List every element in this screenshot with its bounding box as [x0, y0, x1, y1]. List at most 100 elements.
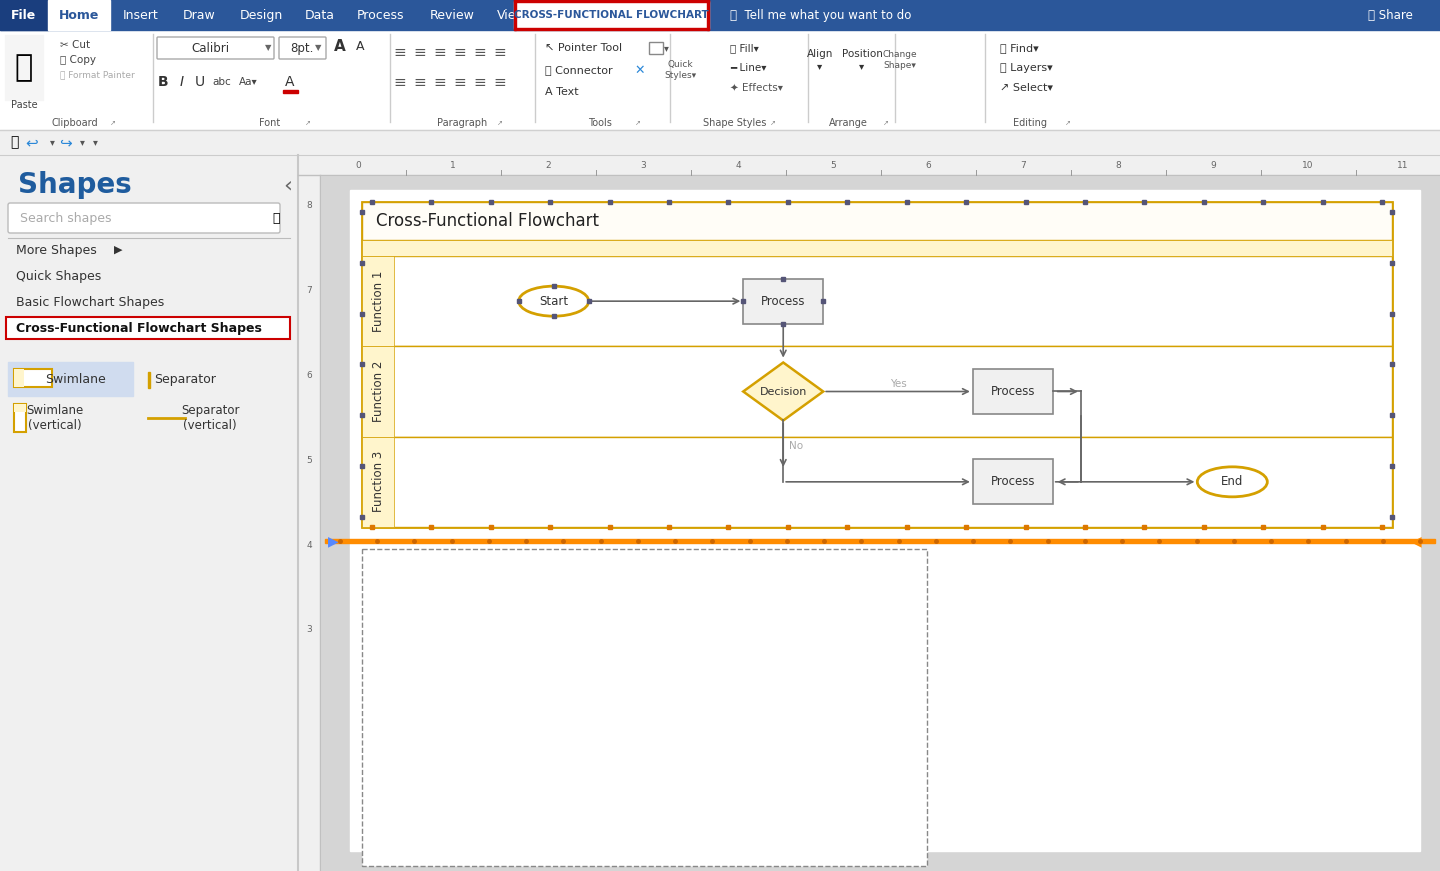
Text: 🔍 Find▾: 🔍 Find▾ — [999, 43, 1038, 53]
Bar — [361, 256, 395, 347]
Text: 🟨 Fill▾: 🟨 Fill▾ — [730, 43, 759, 53]
Text: 5: 5 — [307, 456, 312, 464]
Text: Align
▾: Align ▾ — [806, 49, 834, 71]
Text: 7: 7 — [1020, 160, 1025, 170]
Bar — [514, 28, 708, 30]
Text: Quick
Styles▾: Quick Styles▾ — [664, 60, 696, 80]
Text: 3: 3 — [307, 625, 312, 634]
Text: Design: Design — [239, 9, 282, 22]
Text: Function 3: Function 3 — [372, 451, 384, 512]
Text: Search shapes: Search shapes — [20, 212, 111, 225]
Text: 6: 6 — [307, 370, 312, 380]
Text: Data: Data — [305, 9, 336, 22]
Text: Change
Shape▾: Change Shape▾ — [883, 51, 917, 70]
Bar — [325, 539, 1436, 543]
Text: 0: 0 — [356, 160, 361, 170]
Text: Clipboard: Clipboard — [52, 118, 98, 128]
Bar — [973, 459, 1053, 504]
Text: ≡: ≡ — [413, 75, 426, 90]
Bar — [0, 0, 48, 30]
Text: ✕: ✕ — [635, 64, 645, 77]
Text: Arrange: Arrange — [828, 118, 867, 128]
Text: ◀: ◀ — [1411, 534, 1423, 548]
Text: Swimlane: Swimlane — [45, 373, 105, 386]
Text: Insert: Insert — [124, 9, 158, 22]
Text: Paste: Paste — [10, 100, 37, 110]
Text: ≡: ≡ — [433, 75, 446, 90]
Text: Separator: Separator — [154, 373, 216, 386]
Text: 2: 2 — [546, 160, 552, 170]
Text: ▾: ▾ — [49, 138, 55, 147]
Bar — [514, 1, 708, 29]
Text: 📋: 📋 — [14, 53, 33, 83]
Text: ↗: ↗ — [305, 120, 311, 126]
Text: ▼: ▼ — [315, 44, 321, 52]
Bar — [649, 42, 662, 54]
Text: Cross-Functional Flowchart Shapes: Cross-Functional Flowchart Shapes — [16, 321, 262, 334]
Text: ≡: ≡ — [393, 75, 406, 90]
Text: 4: 4 — [307, 541, 312, 550]
Text: 💡  Tell me what you want to do: 💡 Tell me what you want to do — [730, 9, 912, 22]
Text: Shapes: Shapes — [17, 171, 131, 199]
Text: Aa▾: Aa▾ — [239, 77, 258, 87]
Text: 11: 11 — [1397, 160, 1408, 170]
Bar — [973, 369, 1053, 414]
Ellipse shape — [1197, 467, 1267, 496]
FancyBboxPatch shape — [9, 203, 279, 233]
Text: ≡: ≡ — [393, 44, 406, 59]
Text: Cross-Functional Flowchart: Cross-Functional Flowchart — [376, 212, 599, 230]
Text: More Shapes: More Shapes — [16, 244, 96, 256]
Text: End: End — [1221, 476, 1244, 489]
Text: B: B — [158, 75, 168, 89]
Bar — [14, 369, 52, 387]
Text: ↗: ↗ — [1066, 120, 1071, 126]
Text: Draw: Draw — [183, 9, 216, 22]
Bar — [9, 362, 132, 396]
Bar — [14, 404, 26, 432]
Text: ≡: ≡ — [454, 44, 467, 59]
Text: Quick Shapes: Quick Shapes — [16, 269, 101, 282]
Bar — [361, 202, 1392, 527]
Text: Start: Start — [539, 294, 569, 307]
Bar — [48, 0, 109, 30]
Text: Paragraph: Paragraph — [436, 118, 487, 128]
Text: 9: 9 — [1210, 160, 1215, 170]
Text: 4: 4 — [736, 160, 740, 170]
Text: 🔗 Share: 🔗 Share — [1368, 9, 1413, 22]
Text: I: I — [180, 75, 184, 89]
Text: ▶: ▶ — [114, 245, 122, 255]
Text: Function 1: Function 1 — [372, 271, 384, 332]
Text: 📄 Copy: 📄 Copy — [60, 55, 96, 65]
Text: ↪: ↪ — [59, 135, 72, 150]
Text: ▾: ▾ — [92, 138, 98, 147]
Bar — [148, 372, 150, 388]
Text: ≡: ≡ — [433, 44, 446, 59]
Bar — [0, 0, 1440, 30]
Bar — [6, 317, 289, 339]
Bar — [743, 279, 824, 324]
Text: ▶: ▶ — [328, 534, 338, 548]
Ellipse shape — [518, 287, 589, 316]
Bar — [361, 256, 1392, 347]
Text: 6: 6 — [924, 160, 930, 170]
Text: Shape Styles: Shape Styles — [703, 118, 766, 128]
Bar — [361, 202, 1392, 240]
Text: 💾: 💾 — [10, 136, 19, 150]
FancyBboxPatch shape — [157, 37, 274, 59]
Text: 🖌 Format Painter: 🖌 Format Painter — [60, 71, 135, 79]
Text: ✦ Effects▾: ✦ Effects▾ — [730, 83, 783, 93]
Text: 5: 5 — [829, 160, 835, 170]
Text: ↩: ↩ — [26, 135, 39, 150]
Text: File: File — [12, 9, 36, 22]
Bar — [14, 404, 26, 412]
Text: CROSS-FUNCTIONAL FLOWCHART: CROSS-FUNCTIONAL FLOWCHART — [514, 10, 708, 20]
Bar — [350, 190, 1420, 851]
Text: Process: Process — [991, 476, 1035, 489]
Text: ≡: ≡ — [494, 75, 507, 90]
Text: ↗: ↗ — [883, 120, 888, 126]
Text: View: View — [497, 9, 527, 22]
Text: Function 2: Function 2 — [372, 361, 384, 422]
Bar — [361, 347, 395, 436]
Text: Swimlane
(vertical): Swimlane (vertical) — [26, 404, 84, 432]
FancyBboxPatch shape — [279, 37, 325, 59]
